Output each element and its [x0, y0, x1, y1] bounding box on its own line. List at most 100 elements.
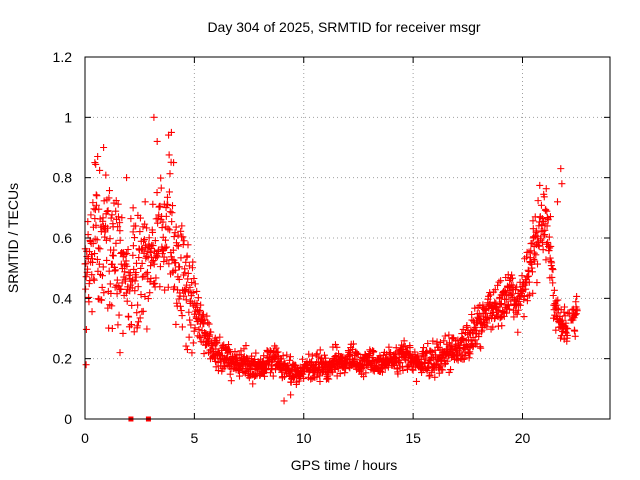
y-tick-label: 0.2 [53, 351, 73, 367]
data-point [163, 243, 171, 251]
data-point [494, 281, 502, 289]
data-point [504, 301, 512, 309]
data-point [122, 277, 130, 285]
data-point [151, 237, 159, 245]
data-point [129, 242, 137, 250]
data-point [179, 233, 187, 241]
data-point [134, 301, 142, 309]
data-point [143, 224, 151, 232]
data-point [525, 248, 533, 256]
data-point [441, 332, 449, 340]
data-point [129, 228, 137, 236]
data-point [98, 283, 106, 291]
data-point [108, 325, 116, 332]
data-point [513, 283, 521, 291]
data-point [103, 256, 111, 264]
data-point [143, 268, 151, 276]
data-point [342, 365, 350, 373]
data-point [149, 228, 157, 236]
data-point [273, 348, 281, 356]
data-point [189, 258, 197, 266]
data-point [252, 349, 260, 357]
data-point [174, 242, 182, 250]
data-point [85, 280, 93, 288]
data-point [87, 211, 95, 219]
data-point [146, 278, 154, 286]
data-point [520, 292, 528, 300]
data-point [502, 295, 510, 303]
data-point [172, 259, 180, 267]
data-point [473, 340, 481, 348]
data-point [111, 267, 119, 275]
data-point [128, 301, 136, 309]
axis-ticks: 0 5 10 15 20 0 0.2 0.4 0.6 0.8 1 1.2 [53, 49, 610, 446]
data-point [94, 153, 102, 160]
data-point [190, 327, 198, 335]
data-point [539, 246, 547, 254]
data-point [274, 348, 282, 356]
data-point [156, 283, 164, 291]
data-point [147, 262, 155, 270]
data-point [133, 322, 141, 330]
data-point [477, 344, 485, 352]
data-point [178, 323, 186, 331]
data-point [493, 305, 501, 313]
data-point [571, 327, 579, 335]
data-point [194, 294, 202, 302]
data-point [316, 378, 324, 386]
data-point [222, 345, 230, 353]
data-point [159, 218, 167, 226]
data-point [420, 344, 428, 352]
data-point [557, 165, 565, 173]
data-point [316, 346, 324, 354]
data-point [476, 319, 484, 327]
data-point [424, 339, 432, 347]
data-point [164, 225, 172, 233]
data-point [261, 372, 269, 380]
data-point [177, 227, 185, 235]
data-point [150, 113, 158, 121]
data-point [299, 355, 307, 363]
data-point [113, 290, 121, 298]
data-point [399, 366, 407, 374]
data-point [280, 397, 288, 405]
data-point [114, 223, 122, 231]
data-point [463, 322, 471, 330]
data-point [177, 307, 185, 315]
data-point [324, 374, 332, 382]
data-point [497, 277, 505, 285]
data-point [153, 189, 161, 197]
data-point [163, 193, 171, 201]
data-point [191, 280, 199, 288]
data-point [537, 201, 545, 209]
data-point [141, 198, 149, 206]
data-point [573, 292, 581, 300]
data-point [460, 355, 468, 363]
data-point [166, 208, 174, 216]
data-point [138, 273, 146, 281]
data-point [85, 298, 93, 306]
data-point [138, 259, 146, 267]
data-point [136, 214, 144, 222]
y-tick-label: 0.8 [53, 170, 73, 186]
data-point [113, 276, 121, 284]
data-point [182, 296, 190, 304]
data-point [175, 295, 183, 303]
data-point [193, 287, 201, 295]
data-point [102, 171, 110, 179]
data-point [89, 199, 97, 207]
data-point [112, 239, 120, 247]
data-point [98, 272, 106, 280]
data-point [105, 187, 113, 195]
x-tick-label: 0 [81, 430, 89, 446]
grid [85, 57, 610, 419]
data-point [145, 234, 153, 242]
data-point [143, 247, 151, 255]
data-point [518, 272, 526, 280]
data-point [564, 309, 572, 317]
data-point [185, 333, 193, 341]
data-point [447, 366, 455, 374]
data-point [533, 279, 541, 287]
data-point [89, 258, 97, 266]
data-point [144, 295, 152, 303]
